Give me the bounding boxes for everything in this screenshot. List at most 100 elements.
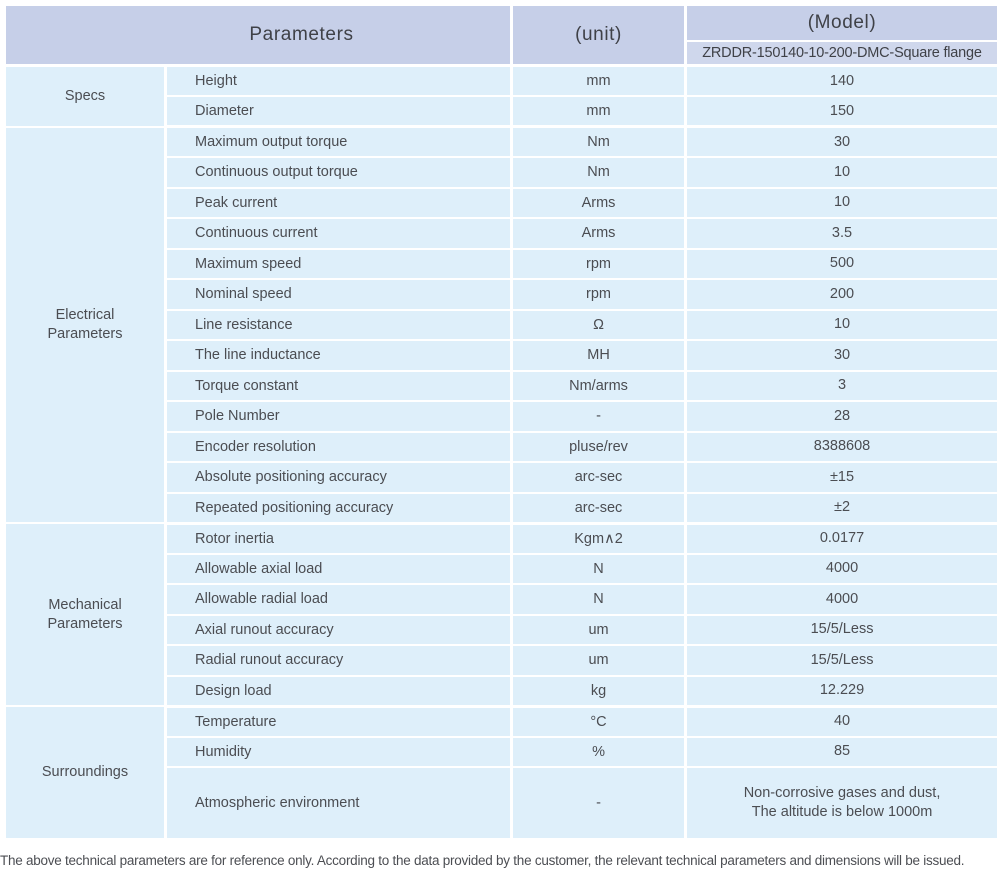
table-row: Atmospheric environment - Non-corrosive … bbox=[5, 766, 1000, 841]
unit-cell: Nm bbox=[510, 156, 688, 189]
model-number: ZRDDR-150140-10-200-DMC-Square flange bbox=[684, 40, 1000, 67]
table-row: Encoder resolution pluse/rev 8388608 bbox=[5, 430, 1000, 463]
unit-cell: % bbox=[510, 735, 688, 768]
param-cell: Pole Number bbox=[163, 400, 514, 433]
param-cell: Radial runout accuracy bbox=[163, 644, 514, 677]
table-row: Mechanical Parameters Rotor inertia Kgm∧… bbox=[3, 522, 1000, 707]
unit-cell: °C bbox=[510, 705, 688, 738]
param-cell: Diameter bbox=[163, 95, 514, 128]
table-row: Continuous output torque Nm 10 bbox=[5, 156, 1000, 189]
category-cell-electrical: Electrical Parameters bbox=[3, 125, 167, 524]
value-cell: 40 bbox=[684, 705, 1000, 738]
table-row: Continuous current Arms 3.5 bbox=[5, 217, 1000, 250]
param-cell: Continuous current bbox=[163, 217, 514, 250]
header-subrow: ZRDDR-150140-10-200-DMC-Square flange bbox=[5, 40, 1000, 67]
param-cell: Temperature bbox=[163, 705, 514, 738]
table-row: Design load kg 12.229 bbox=[5, 674, 1000, 708]
param-cell: Humidity bbox=[163, 735, 514, 768]
value-cell: 150 bbox=[684, 95, 1000, 128]
param-cell: Line resistance bbox=[163, 308, 514, 341]
value-cell: 15/5/Less bbox=[684, 613, 1000, 646]
unit-cell: Arms bbox=[510, 217, 688, 250]
unit-cell: rpm bbox=[510, 278, 688, 311]
category-cell-surroundings: Surroundings bbox=[3, 705, 167, 840]
value-cell: 15/5/Less bbox=[684, 644, 1000, 677]
value-cell: 30 bbox=[684, 125, 1000, 158]
category-cell-specs: Specs bbox=[3, 64, 167, 128]
unit-header: (unit) bbox=[510, 4, 688, 67]
table-row: Diameter mm 150 bbox=[5, 95, 1000, 128]
unit-cell: Nm bbox=[510, 125, 688, 158]
unit-cell: Nm/arms bbox=[510, 369, 688, 402]
param-cell: Height bbox=[163, 64, 514, 97]
unit-cell: arc-sec bbox=[510, 491, 688, 525]
value-cell: 4000 bbox=[684, 583, 1000, 616]
header-row: Parameters (unit) (Model) bbox=[2, 4, 1000, 67]
spec-table: Parameters (unit) (Model) ZRDDR-150140-1… bbox=[2, 4, 1000, 841]
param-cell: Repeated positioning accuracy bbox=[163, 491, 514, 525]
param-cell: Allowable radial load bbox=[163, 583, 514, 616]
table-row: Allowable axial load N 4000 bbox=[5, 552, 1000, 585]
value-cell: 10 bbox=[684, 186, 1000, 219]
table-row: Electrical Parameters Maximum output tor… bbox=[3, 125, 1000, 524]
table-row: Allowable radial load N 4000 bbox=[5, 583, 1000, 616]
param-cell: The line inductance bbox=[163, 339, 514, 372]
unit-cell: N bbox=[510, 583, 688, 616]
table-row: The line inductance MH 30 bbox=[5, 339, 1000, 372]
table-row: Humidity % 85 bbox=[5, 735, 1000, 768]
param-cell: Axial runout accuracy bbox=[163, 613, 514, 646]
value-cell: 10 bbox=[684, 308, 1000, 341]
unit-cell: - bbox=[510, 766, 688, 841]
param-cell: Rotor inertia bbox=[163, 522, 514, 555]
param-cell: Encoder resolution bbox=[163, 430, 514, 463]
model-header: (Model) bbox=[684, 4, 1000, 42]
unit-cell: Arms bbox=[510, 186, 688, 219]
value-cell: 500 bbox=[684, 247, 1000, 280]
param-cell: Design load bbox=[163, 674, 514, 708]
category-cell-mechanical: Mechanical Parameters bbox=[3, 522, 167, 707]
param-cell: Torque constant bbox=[163, 369, 514, 402]
param-cell: Nominal speed bbox=[163, 278, 514, 311]
table-row: Specs Height mm 140 bbox=[3, 64, 1000, 128]
table-row: Torque constant Nm/arms 3 bbox=[5, 369, 1000, 402]
value-cell: 8388608 bbox=[684, 430, 1000, 463]
unit-cell: Ω bbox=[510, 308, 688, 341]
table-row: Repeated positioning accuracy arc-sec ±2 bbox=[5, 491, 1000, 525]
table-row: Radial runout accuracy um 15/5/Less bbox=[5, 644, 1000, 677]
value-cell: ±15 bbox=[684, 461, 1000, 494]
param-cell: Peak current bbox=[163, 186, 514, 219]
value-cell: ±2 bbox=[684, 491, 1000, 525]
unit-cell: um bbox=[510, 644, 688, 677]
value-cell: Non-corrosive gases and dust, The altitu… bbox=[684, 766, 1000, 841]
footer-note: The above technical parameters are for r… bbox=[0, 853, 965, 868]
table-row: Absolute positioning accuracy arc-sec ±1… bbox=[5, 461, 1000, 494]
table-row: Line resistance Ω 10 bbox=[5, 308, 1000, 341]
param-cell: Absolute positioning accuracy bbox=[163, 461, 514, 494]
value-cell: 140 bbox=[684, 64, 1000, 97]
param-cell: Maximum speed bbox=[163, 247, 514, 280]
value-cell: 3.5 bbox=[684, 217, 1000, 250]
value-cell: 200 bbox=[684, 278, 1000, 311]
value-cell: 28 bbox=[684, 400, 1000, 433]
table-row: Surroundings Temperature °C 40 bbox=[3, 705, 1000, 840]
value-cell: 0.0177 bbox=[684, 522, 1000, 555]
unit-cell: - bbox=[510, 400, 688, 433]
param-cell: Continuous output torque bbox=[163, 156, 514, 189]
value-cell: 3 bbox=[684, 369, 1000, 402]
unit-cell: N bbox=[510, 552, 688, 585]
value-cell: 85 bbox=[684, 735, 1000, 768]
value-cell: 4000 bbox=[684, 552, 1000, 585]
value-cell: 30 bbox=[684, 339, 1000, 372]
unit-cell: Kgm∧2 bbox=[510, 522, 688, 555]
unit-cell: kg bbox=[510, 674, 688, 708]
table-row: Axial runout accuracy um 15/5/Less bbox=[5, 613, 1000, 646]
parameters-header: Parameters bbox=[2, 4, 514, 67]
unit-cell: mm bbox=[510, 64, 688, 97]
table-row: Maximum speed rpm 500 bbox=[5, 247, 1000, 280]
unit-cell: um bbox=[510, 613, 688, 646]
table-header: Parameters (unit) (Model) ZRDDR-150140-1… bbox=[2, 4, 1000, 67]
unit-cell: MH bbox=[510, 339, 688, 372]
unit-cell: rpm bbox=[510, 247, 688, 280]
unit-cell: mm bbox=[510, 95, 688, 128]
